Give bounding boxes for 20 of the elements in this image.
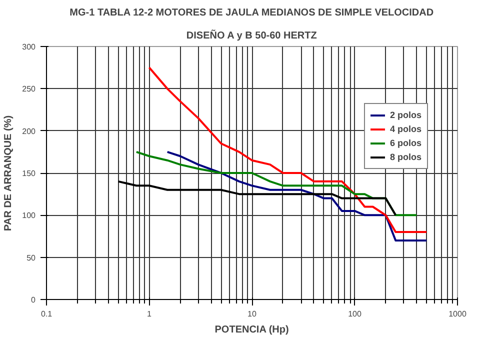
y-tick-label: 0 <box>31 296 36 304</box>
x-tick-label: 1 <box>147 310 152 318</box>
x-tick-label: 10 <box>248 310 257 318</box>
y-tick-label: 200 <box>22 126 36 136</box>
x-tick-label: 1000 <box>448 310 467 318</box>
legend-label: 2 polos <box>390 109 422 121</box>
y-tick-label: 150 <box>22 169 36 178</box>
legend-label: 6 polos <box>390 137 422 149</box>
legend-label: 4 polos <box>390 123 422 135</box>
x-tick-label: 100 <box>348 310 362 318</box>
y-tick-label: 100 <box>22 211 36 220</box>
y-tick-label: 300 <box>22 42 36 52</box>
x-tick-label: 0.1 <box>40 310 53 318</box>
chart-title: MG-1 TABLA 12-2 MOTORES DE JAULA MEDIANOS DE SIMPLE VELOCIDAD <box>70 8 434 18</box>
y-tick-label: 50 <box>26 253 36 262</box>
y-axis-title: PAR DE ARRANQUE (%) <box>3 115 14 231</box>
x-axis-title: POTENCIA (Hp) <box>214 324 289 336</box>
legend-label: 8 polos <box>390 151 422 163</box>
chart-subtitle: DISEÑO A y B 50-60 HERTZ <box>186 30 317 42</box>
y-tick-label: 250 <box>22 84 36 94</box>
